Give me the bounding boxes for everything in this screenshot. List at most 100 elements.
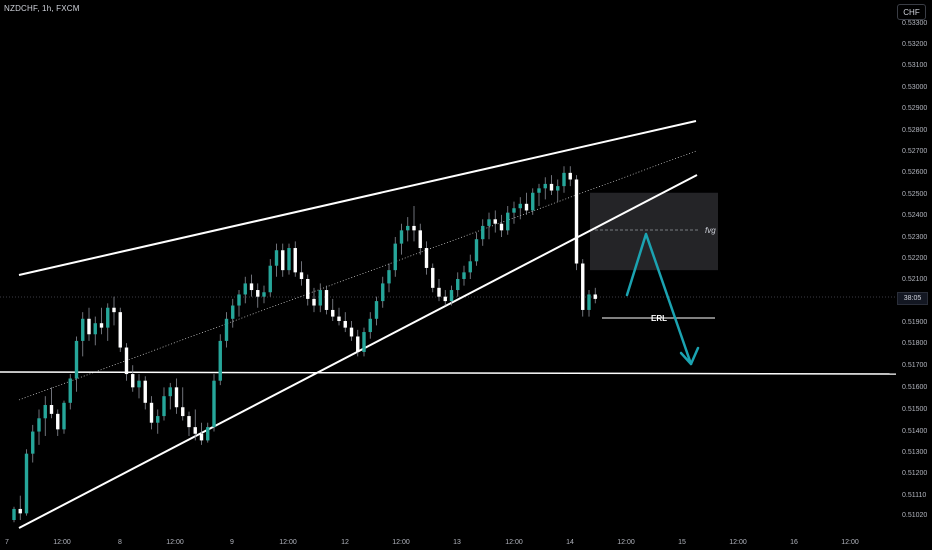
candles (12, 166, 597, 523)
x-tick-label: 12:00 (617, 539, 635, 546)
candle-body (324, 290, 329, 310)
candle-body (512, 208, 516, 213)
trend-lines (0, 120, 897, 529)
x-tick-label: 8 (118, 539, 122, 546)
y-tick-label: 0.51600 (902, 384, 927, 391)
y-tick-label: 0.52900 (902, 105, 927, 112)
candle-body (368, 318, 372, 333)
y-tick-label: 0.52500 (902, 191, 927, 198)
y-tick-label: 0.51020 (902, 512, 927, 519)
candle-body (443, 296, 447, 302)
candle-body (274, 250, 279, 266)
candle-body (593, 294, 597, 299)
candle-body (62, 402, 66, 430)
candle-body (331, 309, 335, 317)
candle-body (487, 219, 491, 226)
candle-body (24, 453, 29, 514)
y-axis: 0.53300 0.53200 0.53100 0.53000 0.52900 0.528… (902, 20, 927, 519)
candle-body (437, 287, 441, 297)
candle-body (562, 172, 566, 187)
y-tick-label: 0.53100 (902, 62, 927, 69)
candle-body (412, 225, 416, 231)
candle-body (399, 230, 404, 244)
y-tick-label: 0.51110 (902, 492, 926, 499)
symbol-label[interactable]: NZDCHF, 1h, FXCM (4, 4, 80, 13)
y-tick-label: 0.51900 (902, 319, 927, 326)
y-tick-label: 0.52400 (902, 212, 927, 219)
candle-body (249, 283, 254, 291)
x-tick-label: 12:00 (166, 539, 184, 546)
y-tick-label: 0.52200 (902, 255, 927, 262)
candle-body (37, 418, 41, 432)
x-tick-label: 12:00 (392, 539, 410, 546)
candle-body (481, 225, 485, 240)
x-tick-label: 13 (453, 539, 461, 546)
candle-body (318, 290, 322, 306)
candle-body (174, 387, 179, 408)
candle-body (162, 396, 166, 417)
candle-body (218, 340, 222, 381)
candle-body (424, 248, 429, 268)
candle-body (68, 378, 72, 403)
candle-body (193, 427, 197, 434)
candle-body (268, 265, 272, 293)
candle-body (306, 278, 310, 299)
candle-body (556, 186, 560, 191)
candle-body (256, 290, 260, 297)
candle-body (581, 263, 585, 310)
candle-body (106, 307, 110, 328)
x-axis: 7 12:00 8 12:00 9 12:00 12 12:00 13 12:00 14 12:00 1… (5, 539, 859, 546)
x-tick-label: 12 (341, 539, 349, 546)
candle-body (87, 318, 91, 335)
candle-body (12, 508, 16, 520)
candle-body (149, 402, 154, 423)
current-price-badge: 38:05 (897, 292, 928, 305)
candle-body (381, 283, 385, 302)
y-tick-label: 0.52800 (902, 127, 927, 134)
candle-body (574, 179, 579, 264)
candle-body (506, 212, 510, 231)
y-tick-label: 0.52300 (902, 234, 927, 241)
candle-body (93, 323, 97, 335)
candle-body (143, 380, 147, 403)
projection-arrow (625, 232, 700, 366)
candle-body (137, 380, 141, 388)
candle-body (237, 294, 241, 306)
candle-body (281, 250, 285, 271)
y-tick-label: 0.53000 (902, 84, 927, 91)
candle-body (537, 188, 541, 193)
candle-body (56, 413, 60, 430)
candle-body (362, 332, 366, 352)
candle-body (431, 267, 435, 288)
candle-body (43, 405, 47, 419)
candle-body (287, 248, 291, 271)
candle-body (343, 321, 347, 328)
y-tick-label: 0.51400 (902, 428, 927, 435)
y-tick-label: 0.51700 (902, 362, 927, 369)
candle-body (468, 261, 472, 273)
x-tick-label: 16 (790, 539, 798, 546)
y-tick-label: 0.51300 (902, 449, 927, 456)
candle-body (74, 340, 79, 379)
projection-arrowhead (679, 346, 700, 366)
candle-body (299, 272, 304, 279)
candle-body (531, 192, 535, 211)
y-tick-label: 0.52600 (902, 169, 927, 176)
y-tick-label: 0.52700 (902, 148, 927, 155)
x-tick-label: 15 (678, 539, 686, 546)
candle-body (206, 427, 210, 441)
candle-body (374, 301, 379, 319)
x-tick-label: 14 (566, 539, 574, 546)
candle-body (337, 316, 341, 321)
candle-body (212, 380, 216, 428)
candle-body (262, 292, 266, 297)
currency-badge[interactable]: CHF (897, 4, 926, 20)
x-tick-label: 12:00 (279, 539, 297, 546)
erl-label: ERL (651, 314, 667, 323)
candle-body (524, 203, 529, 211)
x-tick-label: 12:00 (729, 539, 747, 546)
candle-body (49, 405, 54, 414)
candle-body (118, 312, 122, 348)
candle-body (18, 508, 22, 514)
